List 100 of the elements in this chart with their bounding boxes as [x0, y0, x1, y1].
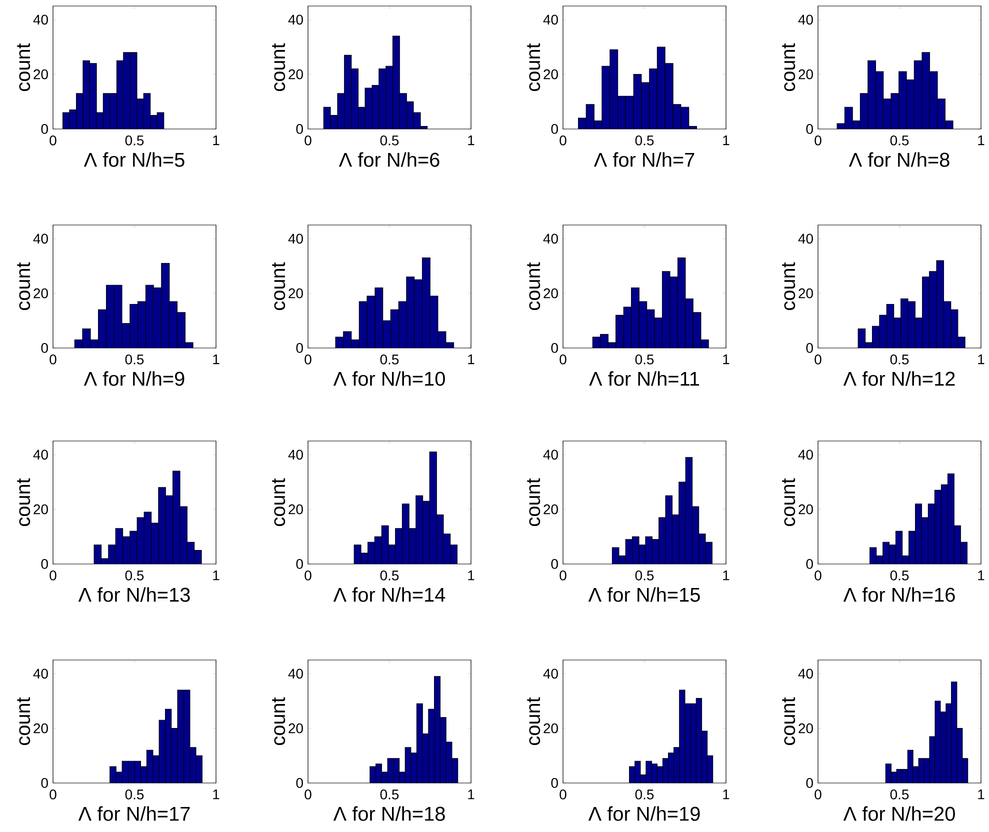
x-tick-label: 0 [304, 790, 312, 800]
x-tick-label: 1 [978, 790, 984, 800]
x-tick-label: 1 [723, 354, 730, 364]
y-tick-label: 20 [288, 69, 303, 80]
y-tick-label: 40 [798, 668, 813, 679]
x-axis-title: Λ for N/h=17 [78, 806, 190, 821]
y-tick-label: 40 [543, 14, 558, 25]
y-tick-label: 40 [33, 450, 48, 460]
x-axis-title: Λ for N/h=10 [333, 371, 445, 386]
y-tick-label: 20 [34, 504, 48, 514]
y-tick-label: 40 [33, 234, 48, 244]
y-tick-label: 20 [798, 504, 813, 514]
x-tick-label: 0 [50, 570, 56, 580]
x-tick-label: 0.5 [380, 790, 399, 800]
y-axis-title: count [17, 478, 30, 526]
y-tick-label: 0 [551, 343, 558, 353]
y-axis-title: count [17, 262, 30, 310]
x-tick-label: 0 [814, 790, 822, 800]
y-tick-label: 20 [544, 69, 558, 80]
y-axis-title: count [782, 478, 796, 526]
x-tick-label: 0 [50, 354, 56, 364]
y-axis-title: count [782, 43, 796, 92]
y-tick-label: 0 [41, 559, 48, 569]
x-tick-label: 1 [723, 570, 730, 580]
y-tick-label: 20 [288, 288, 303, 298]
x-tick-label: 0.5 [890, 570, 909, 580]
x-axis-title: Λ for N/h=13 [78, 587, 190, 602]
y-tick-label: 0 [806, 343, 813, 353]
x-tick-label: 0.5 [125, 570, 144, 580]
x-tick-label: 1 [978, 354, 984, 364]
y-axis-title: count [17, 697, 30, 746]
y-tick-label: 0 [41, 124, 48, 134]
x-tick-label: 0 [560, 136, 566, 146]
x-tick-label: 1 [978, 136, 984, 146]
y-axis-title: count [272, 697, 286, 746]
y-tick-label: 20 [34, 288, 48, 298]
y-tick-label: 0 [296, 778, 303, 788]
x-tick-label: 0.5 [635, 570, 654, 580]
x-axis-title: Λ for N/h=7 [594, 152, 694, 167]
y-tick-label: 40 [798, 14, 813, 25]
y-tick-label: 0 [806, 778, 813, 788]
y-axis-title: count [527, 262, 540, 310]
x-tick-label: 1 [978, 570, 984, 580]
y-axis-title: count [17, 43, 30, 92]
y-tick-label: 40 [798, 234, 813, 244]
x-axis-title: Λ for N/h=15 [588, 587, 700, 602]
x-tick-label: 1 [213, 354, 220, 364]
x-tick-label: 0 [814, 136, 822, 146]
x-tick-label: 1 [213, 570, 220, 580]
y-tick-label: 20 [34, 69, 48, 80]
y-tick-label: 0 [551, 559, 558, 569]
y-tick-label: 40 [33, 14, 48, 25]
x-tick-label: 0 [814, 570, 822, 580]
y-tick-label: 0 [296, 559, 303, 569]
x-tick-label: 0.5 [890, 354, 909, 364]
x-tick-label: 0.5 [125, 790, 144, 800]
x-tick-label: 0.5 [635, 790, 654, 800]
x-tick-label: 0 [304, 354, 312, 364]
y-tick-label: 0 [551, 124, 558, 134]
x-tick-label: 0.5 [890, 790, 909, 800]
x-tick-label: 1 [723, 136, 730, 146]
x-tick-label: 0 [50, 790, 56, 800]
y-tick-label: 20 [544, 288, 558, 298]
x-axis-title: Λ for N/h=14 [333, 587, 446, 602]
y-tick-label: 20 [288, 504, 303, 514]
x-axis-title: Λ for N/h=6 [338, 152, 440, 167]
x-tick-label: 0 [304, 570, 312, 580]
x-tick-label: 0.5 [635, 354, 654, 364]
y-tick-label: 20 [544, 504, 558, 514]
x-tick-label: 0 [560, 570, 566, 580]
y-axis-title: count [527, 478, 540, 526]
y-tick-label: 20 [798, 288, 813, 298]
x-tick-label: 1 [468, 570, 474, 580]
y-axis-title: count [782, 697, 796, 746]
y-tick-label: 0 [41, 778, 48, 788]
y-tick-label: 40 [798, 450, 813, 460]
y-axis-title: count [527, 697, 540, 746]
y-tick-label: 0 [296, 124, 303, 134]
y-axis-title: count [272, 478, 286, 526]
y-tick-label: 40 [288, 668, 303, 679]
x-tick-label: 1 [213, 790, 220, 800]
x-axis-title: Λ for N/h=16 [843, 587, 955, 602]
x-axis-title: Λ for N/h=11 [589, 371, 700, 386]
x-tick-label: 1 [468, 354, 474, 364]
y-tick-label: 0 [806, 559, 813, 569]
y-tick-label: 20 [288, 723, 303, 734]
y-tick-label: 0 [296, 343, 303, 353]
x-tick-label: 0.5 [890, 136, 909, 146]
x-tick-label: 0.5 [380, 570, 399, 580]
x-axis-title: Λ for N/h=9 [84, 371, 184, 386]
x-tick-label: 0 [560, 790, 566, 800]
x-axis-title: Λ for N/h=19 [588, 806, 700, 821]
y-tick-label: 0 [41, 343, 48, 353]
y-axis-title: count [527, 43, 540, 92]
y-tick-label: 20 [34, 723, 48, 734]
x-axis-title: Λ for N/h=5 [84, 152, 184, 167]
y-tick-label: 40 [288, 234, 303, 244]
y-tick-label: 40 [288, 450, 303, 460]
x-tick-label: 0 [304, 136, 312, 146]
y-tick-label: 40 [33, 668, 48, 679]
